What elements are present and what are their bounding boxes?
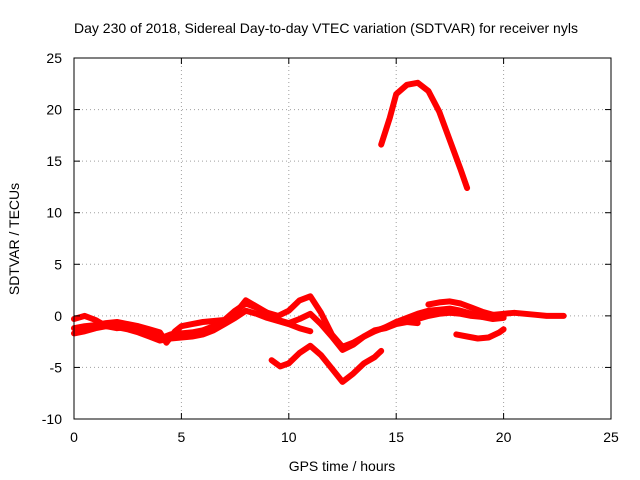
- x-tick-label: 10: [281, 429, 297, 445]
- y-tick-label: 5: [54, 256, 62, 272]
- y-tick-label: 15: [46, 153, 62, 169]
- y-tick-label: -5: [50, 359, 63, 375]
- axis-ticks: 0 5 10 15 20 25 -10 -5 0 5 10 15 20 25: [42, 50, 619, 445]
- y-tick-label: 0: [54, 308, 62, 324]
- y-tick-label: 10: [46, 205, 62, 221]
- x-axis-label: GPS time / hours: [289, 458, 396, 474]
- series-line-6: [393, 305, 507, 325]
- grid-lines: [74, 58, 611, 419]
- y-tick-label: 25: [46, 50, 62, 66]
- x-tick-label: 5: [178, 429, 186, 445]
- series-layer: [71, 79, 567, 385]
- series-line-5: [378, 79, 471, 191]
- plot-frame: [73, 57, 612, 420]
- series-line-8: [453, 326, 507, 342]
- x-tick-label: 25: [603, 429, 619, 445]
- series-line-4: [268, 342, 385, 385]
- y-tick-label: 20: [46, 102, 62, 118]
- y-tick-label: -10: [42, 411, 62, 427]
- chart-title: Day 230 of 2018, Sidereal Day-to-day VTE…: [74, 20, 578, 36]
- x-tick-label: 15: [388, 429, 404, 445]
- series-line-7: [425, 298, 507, 320]
- x-tick-label: 20: [496, 429, 512, 445]
- x-tick-label: 0: [70, 429, 78, 445]
- y-axis-label: SDTVAR / TECUs: [6, 183, 22, 295]
- series-line-3: [71, 307, 314, 344]
